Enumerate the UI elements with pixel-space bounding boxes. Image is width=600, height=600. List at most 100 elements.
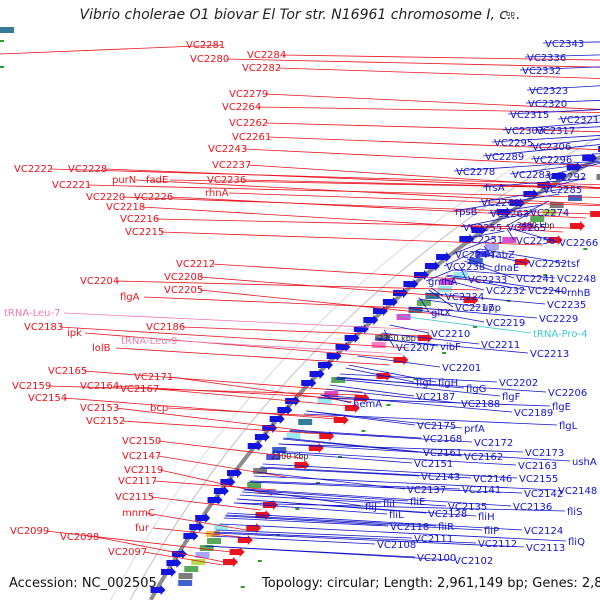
right-label-leader (205, 545, 453, 561)
left-label-leader (115, 347, 390, 366)
left-label-leader (181, 326, 423, 337)
reverse-gene-arrow (318, 360, 333, 370)
feature-tile (184, 566, 199, 572)
right-label-leader (227, 512, 523, 531)
feature-tile (439, 279, 454, 285)
feature-tile (207, 538, 222, 544)
right-label-leader (425, 292, 546, 305)
right-gene-label: VC2315 (510, 110, 549, 121)
right-label-leader (458, 264, 467, 280)
right-gene-label: VC2175 (417, 421, 456, 432)
left-gene-label: VC2226 (134, 192, 173, 203)
right-gene-label: fliQ (568, 537, 585, 548)
right-label-leader (239, 494, 382, 504)
right-gene-label: VC2248 (557, 274, 596, 285)
right-label-leader (219, 523, 567, 542)
feature-tile (484, 244, 499, 250)
right-gene-label: VC2292 (547, 172, 586, 183)
feature-tile (247, 482, 262, 488)
right-gene-label: VC2241 (516, 274, 555, 285)
feature-tile (453, 272, 468, 278)
right-gene-label: VC2163 (518, 461, 557, 472)
right-label-leader (525, 100, 600, 104)
right-label-leader (475, 251, 527, 264)
right-gene-label: upp (482, 303, 501, 314)
right-label-leader (243, 489, 409, 502)
right-label-leader (482, 178, 585, 188)
right-label-leader (461, 230, 505, 240)
left-label-leader (199, 276, 469, 299)
right-gene-label: VC2224 (445, 292, 484, 303)
left-label-leader (225, 58, 600, 68)
right-label-leader (508, 227, 558, 243)
right-label-leader (409, 306, 538, 319)
feature-tile (178, 573, 193, 579)
right-label-leader (509, 161, 600, 175)
right-label-leader (479, 248, 566, 264)
right-label-leader (234, 502, 388, 515)
right-gene-label: VC2265 (507, 223, 546, 234)
right-label-leader (466, 258, 493, 268)
left-label-leader (135, 179, 600, 205)
right-label-leader (557, 115, 600, 120)
right-label-leader (526, 85, 600, 91)
right-label-leader (289, 430, 473, 443)
kbp-label: 2350 kbp (378, 334, 416, 343)
right-gene-label: VC2235 (547, 300, 586, 311)
left-gene-label: VC2167 (120, 384, 159, 395)
feature-tile (530, 216, 545, 222)
right-label-leader (244, 488, 512, 507)
left-gene-label: VC2261 (232, 132, 271, 143)
right-label-leader (519, 66, 600, 71)
left-gene-label: VC2171 (134, 372, 173, 383)
right-label-leader (317, 397, 551, 407)
right-gene-label: VC2111 (414, 534, 453, 545)
right-label-leader (389, 324, 430, 334)
left-gene-label: VC2208 (164, 272, 203, 283)
left-gene-label: VC2282 (242, 63, 281, 74)
left-label-leader (141, 206, 564, 233)
left-gene-label: VC2228 (68, 164, 107, 175)
map-title: Vibrio cholerae O1 biovar El Tor str. N1… (79, 7, 521, 23)
right-gene-label: VC2207 (396, 343, 435, 354)
right-gene-label: flgF (502, 392, 521, 403)
right-label-leader (214, 531, 477, 544)
left-label-leader (247, 164, 600, 189)
left-label-leader (243, 148, 600, 167)
right-label-leader (443, 248, 481, 267)
feature-tile (519, 223, 534, 229)
right-gene-label: VC2135 (448, 502, 487, 513)
left-label-leader (115, 385, 356, 400)
right-label-leader (441, 278, 485, 291)
left-gene-label: VC2150 (122, 436, 161, 447)
reverse-gene-arrow (227, 468, 243, 478)
left-gene-label: VC2204 (80, 276, 119, 287)
right-gene-label: flgG (466, 384, 486, 395)
right-gene-label: VC2317 (536, 126, 575, 137)
right-gene-label: ushA (572, 457, 597, 468)
right-gene-label: VC2146 (473, 474, 512, 485)
left-label-leader (167, 407, 339, 418)
right-label-leader (425, 269, 454, 282)
right-gene-label: VC2202 (499, 378, 538, 389)
left-label-leader (257, 106, 600, 113)
right-label-leader (544, 162, 600, 177)
green-marker (0, 40, 4, 42)
right-label-leader (290, 429, 422, 439)
reverse-gene-arrow (414, 270, 430, 280)
feature-tile (371, 342, 386, 348)
left-gene-label: VC2159 (12, 381, 51, 392)
feature-tile (475, 251, 490, 257)
right-label-leader (453, 269, 556, 279)
right-label-leader (345, 367, 415, 383)
left-gene-label: tRNA-Leu-7 (4, 308, 60, 319)
top-scale-label: bp (506, 10, 515, 18)
right-gene-label: fliJ (365, 502, 377, 513)
feature-tile (266, 454, 281, 460)
right-gene-label: VC2217 (455, 303, 494, 314)
right-gene-label: VC2188 (461, 399, 500, 410)
right-gene-label: VC2206 (548, 388, 587, 399)
left-gene-label: VC2212 (176, 259, 215, 270)
green-marker (315, 482, 320, 484)
right-label-leader (460, 212, 531, 228)
